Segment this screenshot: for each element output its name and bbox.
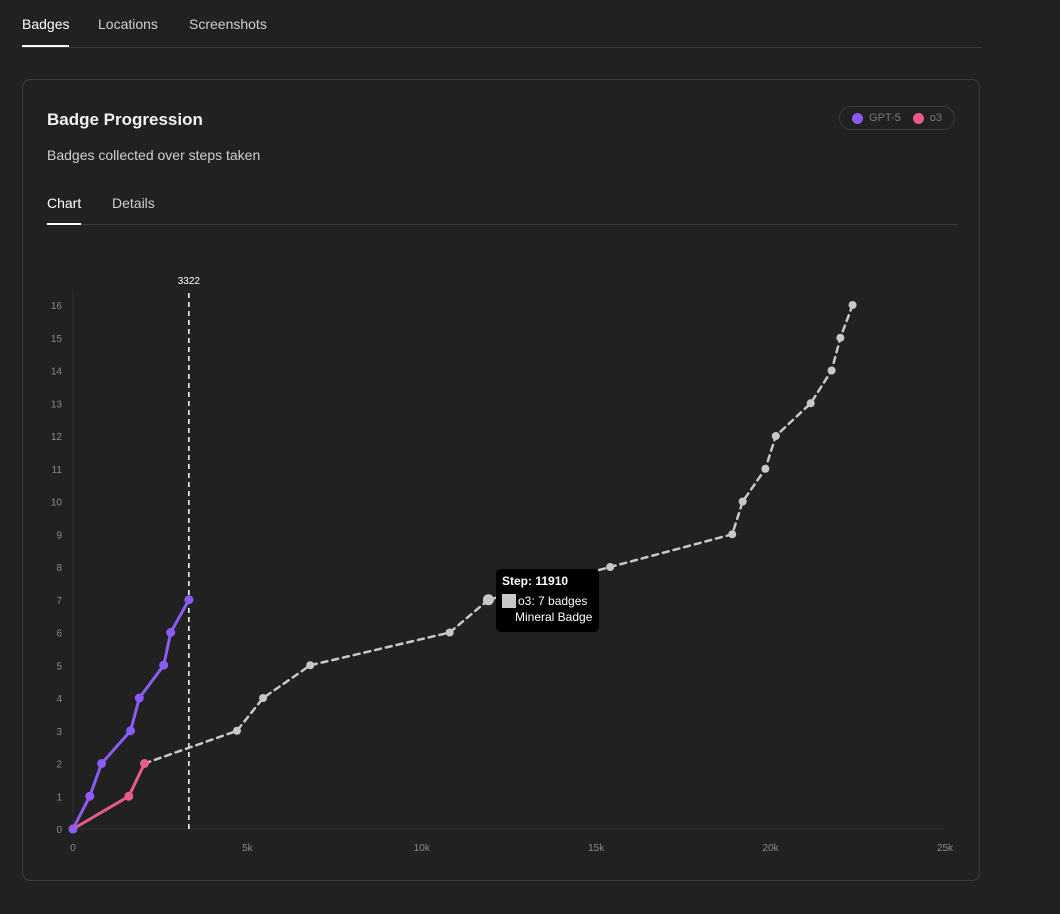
point-o3-continued bbox=[848, 301, 857, 309]
chart-legend: GPT-5 o3 bbox=[838, 106, 955, 130]
tab-chart[interactable]: Chart bbox=[47, 195, 82, 225]
series-line-gpt5 bbox=[71, 598, 191, 831]
point-o3-continued bbox=[836, 333, 845, 342]
point-o3-continued bbox=[761, 464, 770, 473]
tooltip-value: o3: 7 badges bbox=[518, 594, 588, 608]
point-o3-continued bbox=[738, 497, 747, 506]
x-tick-label: 0 bbox=[70, 843, 76, 854]
y-tick-label: 13 bbox=[51, 399, 63, 410]
x-tick-label: 20k bbox=[763, 843, 780, 854]
y-tick-label: 6 bbox=[56, 629, 62, 640]
point-o3-continued bbox=[445, 628, 454, 637]
point-gpt5 bbox=[126, 726, 136, 736]
point-gpt5 bbox=[184, 595, 194, 605]
y-tick-label: 7 bbox=[56, 596, 62, 607]
tab-details[interactable]: Details bbox=[112, 195, 155, 211]
point-o3 bbox=[124, 791, 134, 801]
legend-entry-gpt5[interactable]: GPT-5 bbox=[851, 112, 901, 124]
point-o3-continued bbox=[232, 726, 241, 735]
series-line-o3-continued bbox=[143, 303, 854, 765]
point-gpt5 bbox=[166, 628, 176, 637]
point-gpt5 bbox=[159, 660, 169, 670]
y-tick-label: 15 bbox=[51, 334, 63, 345]
x-tick-label: 15k bbox=[588, 843, 605, 854]
top-tab-bar: Badges Locations Screenshots bbox=[22, 0, 982, 48]
tab-screenshots[interactable]: Screenshots bbox=[189, 16, 267, 32]
point-o3 bbox=[140, 759, 150, 768]
x-tick-label: 25k bbox=[937, 843, 954, 854]
y-tick-label: 12 bbox=[51, 432, 63, 443]
tab-locations[interactable]: Locations bbox=[98, 16, 158, 32]
point-gpt5 bbox=[134, 693, 144, 703]
y-tick-label: 11 bbox=[52, 465, 63, 476]
y-tick-label: 0 bbox=[56, 825, 62, 836]
y-tick-label: 9 bbox=[56, 530, 62, 541]
y-tick-label: 3 bbox=[56, 727, 62, 738]
chart-tooltip: Step: 11910 o3: 7 badges Mineral Badge bbox=[496, 569, 599, 632]
y-tick-label: 8 bbox=[56, 563, 62, 574]
y-tick-label: 1 bbox=[56, 792, 62, 803]
x-tick-label: 5k bbox=[242, 843, 254, 854]
legend-swatch-gpt5 bbox=[851, 112, 863, 124]
point-o3-continued bbox=[606, 563, 615, 571]
point-o3-continued bbox=[806, 399, 815, 408]
point-gpt5 bbox=[97, 759, 107, 768]
point-o3-continued bbox=[482, 594, 494, 606]
y-tick-label: 4 bbox=[56, 694, 62, 705]
tooltip-badge-name: Mineral Badge bbox=[515, 610, 593, 624]
y-tick-label: 10 bbox=[51, 498, 63, 509]
legend-entry-o3[interactable]: o3 bbox=[912, 112, 942, 124]
point-o3-continued bbox=[728, 530, 737, 539]
badge-progression-card: Badge Progression Badges collected over … bbox=[22, 79, 980, 881]
tab-badges[interactable]: Badges bbox=[22, 16, 70, 47]
tooltip-title: Step: 11910 bbox=[502, 574, 569, 588]
point-gpt5 bbox=[85, 791, 95, 801]
series-line-o3 bbox=[71, 762, 146, 831]
chart-tab-bar: Chart Details bbox=[47, 190, 957, 225]
card-title: Badge Progression bbox=[47, 110, 203, 129]
point-gpt5 bbox=[68, 824, 78, 834]
y-tick-label: 2 bbox=[56, 760, 62, 771]
y-tick-label: 14 bbox=[51, 367, 63, 378]
legend-label-gpt5: GPT-5 bbox=[868, 112, 901, 124]
card-subtitle: Badges collected over steps taken bbox=[47, 147, 261, 163]
step-marker-label: 3322 bbox=[178, 276, 201, 287]
legend-label-o3: o3 bbox=[929, 112, 942, 124]
y-tick-label: 16 bbox=[51, 301, 63, 312]
point-o3-continued bbox=[827, 366, 836, 375]
point-o3-continued bbox=[306, 661, 315, 670]
point-o3-continued bbox=[771, 432, 780, 440]
point-o3-continued bbox=[259, 694, 268, 702]
x-tick-label: 10k bbox=[414, 843, 431, 854]
y-tick-label: 5 bbox=[56, 661, 62, 672]
legend-swatch-o3 bbox=[912, 112, 924, 124]
tooltip-swatch bbox=[502, 594, 516, 608]
tooltip-row: o3: 7 badges bbox=[502, 594, 593, 608]
